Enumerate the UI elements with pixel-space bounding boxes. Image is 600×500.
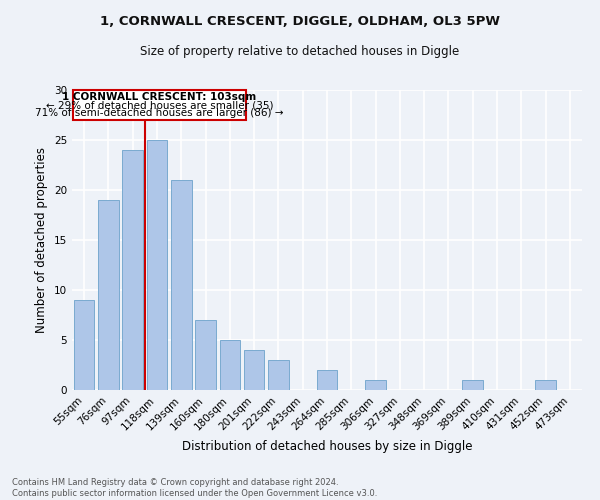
Text: Size of property relative to detached houses in Diggle: Size of property relative to detached ho…	[140, 45, 460, 58]
Bar	[535, 380, 556, 390]
Bar	[146, 140, 167, 390]
Y-axis label: Number of detached properties: Number of detached properties	[35, 147, 49, 333]
X-axis label: Distribution of detached houses by size in Diggle: Distribution of detached houses by size …	[182, 440, 472, 453]
Bar	[220, 340, 240, 390]
Text: 1, CORNWALL CRESCENT, DIGGLE, OLDHAM, OL3 5PW: 1, CORNWALL CRESCENT, DIGGLE, OLDHAM, OL…	[100, 15, 500, 28]
Bar	[74, 300, 94, 390]
Bar	[171, 180, 191, 390]
Text: ← 29% of detached houses are smaller (35): ← 29% of detached houses are smaller (35…	[46, 100, 273, 110]
Bar	[365, 380, 386, 390]
Text: 71% of semi-detached houses are larger (86) →: 71% of semi-detached houses are larger (…	[35, 108, 284, 118]
Bar	[98, 200, 119, 390]
Text: Contains HM Land Registry data © Crown copyright and database right 2024.
Contai: Contains HM Land Registry data © Crown c…	[12, 478, 377, 498]
Bar	[463, 380, 483, 390]
Bar	[122, 150, 143, 390]
Bar	[268, 360, 289, 390]
FancyBboxPatch shape	[73, 90, 245, 120]
Bar	[317, 370, 337, 390]
Bar	[195, 320, 216, 390]
Bar	[244, 350, 265, 390]
Text: 1 CORNWALL CRESCENT: 103sqm: 1 CORNWALL CRESCENT: 103sqm	[62, 92, 257, 102]
